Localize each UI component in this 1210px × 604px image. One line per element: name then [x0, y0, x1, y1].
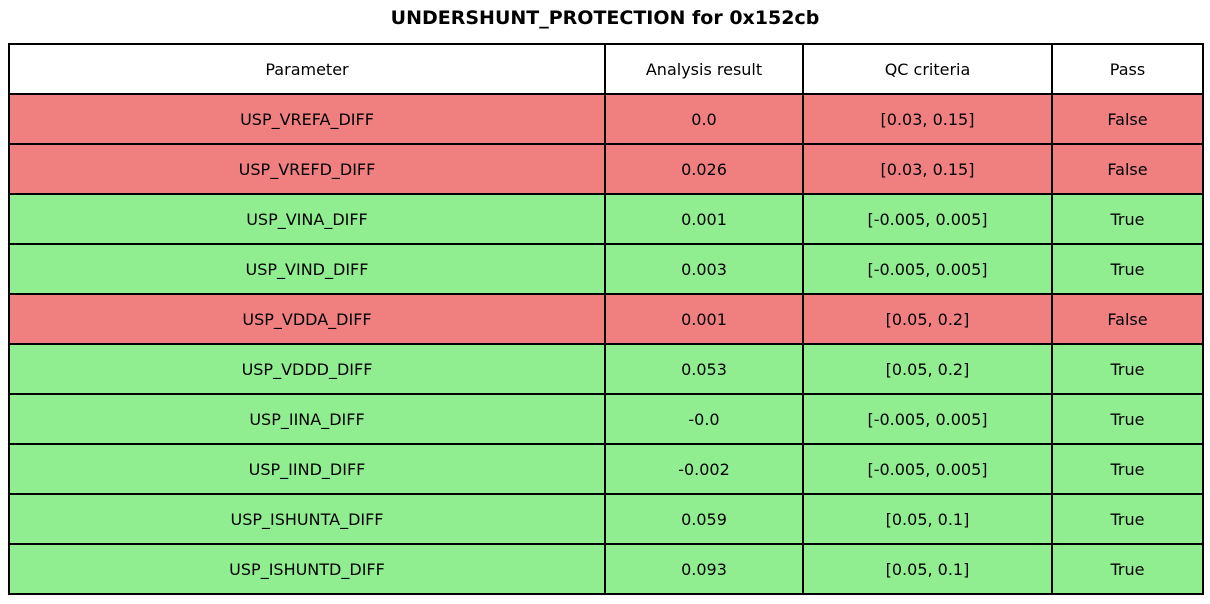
cell-criteria: [0.03, 0.15]: [802, 143, 1053, 195]
cell-parameter: USP_IIND_DIFF: [8, 443, 606, 495]
table-row: USP_ISHUNTD_DIFF 0.093 [0.05, 0.1] True: [8, 543, 1204, 595]
cell-pass: False: [1051, 143, 1204, 195]
cell-parameter: USP_ISHUNTA_DIFF: [8, 493, 606, 545]
results-table: Parameter Analysis result QC criteria Pa…: [8, 43, 1204, 595]
cell-result: 0.053: [604, 343, 804, 395]
cell-criteria: [-0.005, 0.005]: [802, 193, 1053, 245]
cell-result: -0.002: [604, 443, 804, 495]
page-title: UNDERSHUNT_PROTECTION for 0x152cb: [390, 7, 820, 29]
cell-result: 0.059: [604, 493, 804, 545]
cell-criteria: [0.05, 0.2]: [802, 343, 1053, 395]
table-row: USP_VDDD_DIFF 0.053 [0.05, 0.2] True: [8, 343, 1204, 395]
cell-parameter: USP_VREFA_DIFF: [8, 93, 606, 145]
cell-criteria: [0.05, 0.1]: [802, 493, 1053, 545]
table-row: USP_VDDA_DIFF 0.001 [0.05, 0.2] False: [8, 293, 1204, 345]
table-row: USP_IINA_DIFF -0.0 [-0.005, 0.005] True: [8, 393, 1204, 445]
cell-pass: True: [1051, 243, 1204, 295]
cell-result: 0.026: [604, 143, 804, 195]
col-header-qc-criteria: QC criteria: [802, 43, 1053, 95]
cell-pass: True: [1051, 393, 1204, 445]
cell-criteria: [-0.005, 0.005]: [802, 393, 1053, 445]
table-row: USP_VREFA_DIFF 0.0 [0.03, 0.15] False: [8, 93, 1204, 145]
cell-pass: True: [1051, 443, 1204, 495]
header-row: Parameter Analysis result QC criteria Pa…: [8, 43, 1204, 95]
table-row: USP_IIND_DIFF -0.002 [-0.005, 0.005] Tru…: [8, 443, 1204, 495]
col-header-analysis-result: Analysis result: [604, 43, 804, 95]
cell-pass: False: [1051, 93, 1204, 145]
cell-parameter: USP_ISHUNTD_DIFF: [8, 543, 606, 595]
cell-parameter: USP_VDDD_DIFF: [8, 343, 606, 395]
cell-criteria: [0.03, 0.15]: [802, 93, 1053, 145]
cell-pass: False: [1051, 293, 1204, 345]
cell-result: -0.0: [604, 393, 804, 445]
cell-criteria: [-0.005, 0.005]: [802, 443, 1053, 495]
cell-criteria: [-0.005, 0.005]: [802, 243, 1053, 295]
cell-criteria: [0.05, 0.2]: [802, 293, 1053, 345]
cell-result: 0.003: [604, 243, 804, 295]
table-row: USP_VREFD_DIFF 0.026 [0.03, 0.15] False: [8, 143, 1204, 195]
cell-pass: True: [1051, 493, 1204, 545]
cell-parameter: USP_IINA_DIFF: [8, 393, 606, 445]
cell-parameter: USP_VDDA_DIFF: [8, 293, 606, 345]
col-header-parameter: Parameter: [8, 43, 606, 95]
cell-result: 0.0: [604, 93, 804, 145]
cell-criteria: [0.05, 0.1]: [802, 543, 1053, 595]
table-row: USP_VIND_DIFF 0.003 [-0.005, 0.005] True: [8, 243, 1204, 295]
cell-pass: True: [1051, 543, 1204, 595]
cell-parameter: USP_VINA_DIFF: [8, 193, 606, 245]
cell-result: 0.001: [604, 193, 804, 245]
cell-parameter: USP_VIND_DIFF: [8, 243, 606, 295]
col-header-pass: Pass: [1051, 43, 1204, 95]
cell-pass: True: [1051, 193, 1204, 245]
cell-result: 0.001: [604, 293, 804, 345]
cell-parameter: USP_VREFD_DIFF: [8, 143, 606, 195]
cell-pass: True: [1051, 343, 1204, 395]
table-row: USP_VINA_DIFF 0.001 [-0.005, 0.005] True: [8, 193, 1204, 245]
table-row: USP_ISHUNTA_DIFF 0.059 [0.05, 0.1] True: [8, 493, 1204, 545]
cell-result: 0.093: [604, 543, 804, 595]
